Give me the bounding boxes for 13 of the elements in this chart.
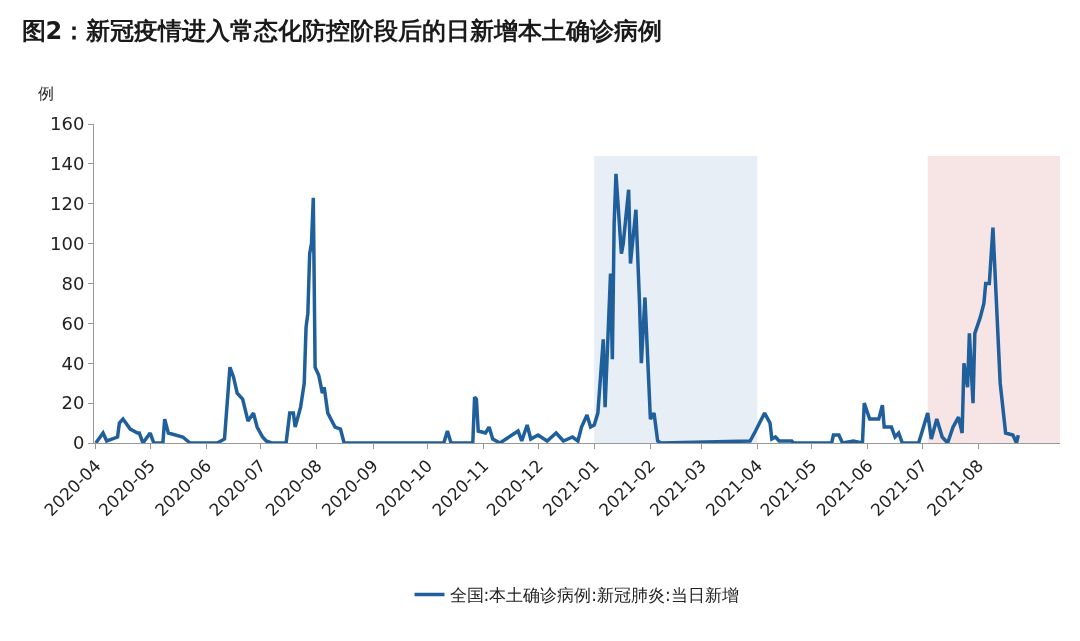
y-tick-label: 120 xyxy=(50,193,85,215)
y-axis-title: 例 xyxy=(38,84,54,103)
y-tick-label: 100 xyxy=(50,232,85,254)
legend-label: 全国:本土确诊病例:新冠肺炎:当日新增 xyxy=(449,585,739,606)
y-tick-label: 80 xyxy=(61,272,85,294)
y-tick-label: 60 xyxy=(61,312,85,334)
y-tick-label: 140 xyxy=(50,153,85,175)
y-tick-label: 20 xyxy=(61,392,85,414)
chart-title: 图2：新冠疫情进入常态化防控阶段后的日新增本土确诊病例 xyxy=(21,17,663,46)
y-tick-label: 160 xyxy=(50,113,85,135)
y-tick-label: 40 xyxy=(61,352,85,374)
y-tick-label: 0 xyxy=(72,432,85,454)
line-series xyxy=(94,172,1021,443)
